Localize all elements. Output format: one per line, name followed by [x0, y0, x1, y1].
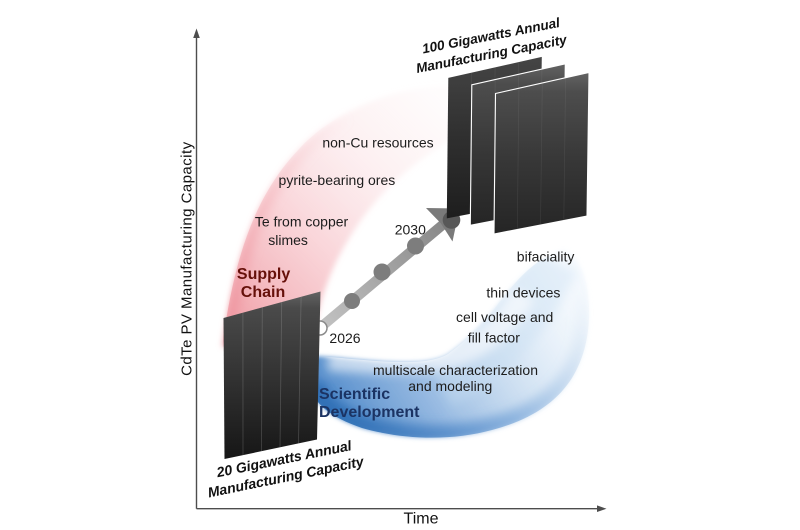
svg-text:pyrite-bearing ores: pyrite-bearing ores	[279, 172, 396, 188]
svg-text:Time: Time	[404, 511, 439, 528]
svg-text:thin devices: thin devices	[486, 285, 560, 301]
svg-text:Te from copper: Te from copper	[255, 214, 349, 230]
svg-text:CdTe PV Manufacturing Capacity: CdTe PV Manufacturing Capacity	[179, 141, 196, 375]
svg-text:2026: 2026	[329, 330, 360, 346]
svg-text:multiscale characterization: multiscale characterization	[373, 362, 538, 378]
svg-text:Chain: Chain	[241, 284, 285, 301]
svg-text:2030: 2030	[395, 222, 426, 238]
svg-text:and modeling: and modeling	[408, 378, 492, 394]
svg-text:Development: Development	[319, 404, 420, 421]
svg-text:bifaciality: bifaciality	[517, 249, 575, 265]
svg-text:Supply: Supply	[237, 266, 290, 283]
svg-text:cell voltage and: cell voltage and	[456, 309, 553, 325]
svg-text:non-Cu resources: non-Cu resources	[322, 135, 433, 151]
svg-text:Scientific: Scientific	[319, 386, 390, 403]
svg-text:slimes: slimes	[268, 232, 308, 248]
svg-text:fill factor: fill factor	[468, 329, 520, 345]
